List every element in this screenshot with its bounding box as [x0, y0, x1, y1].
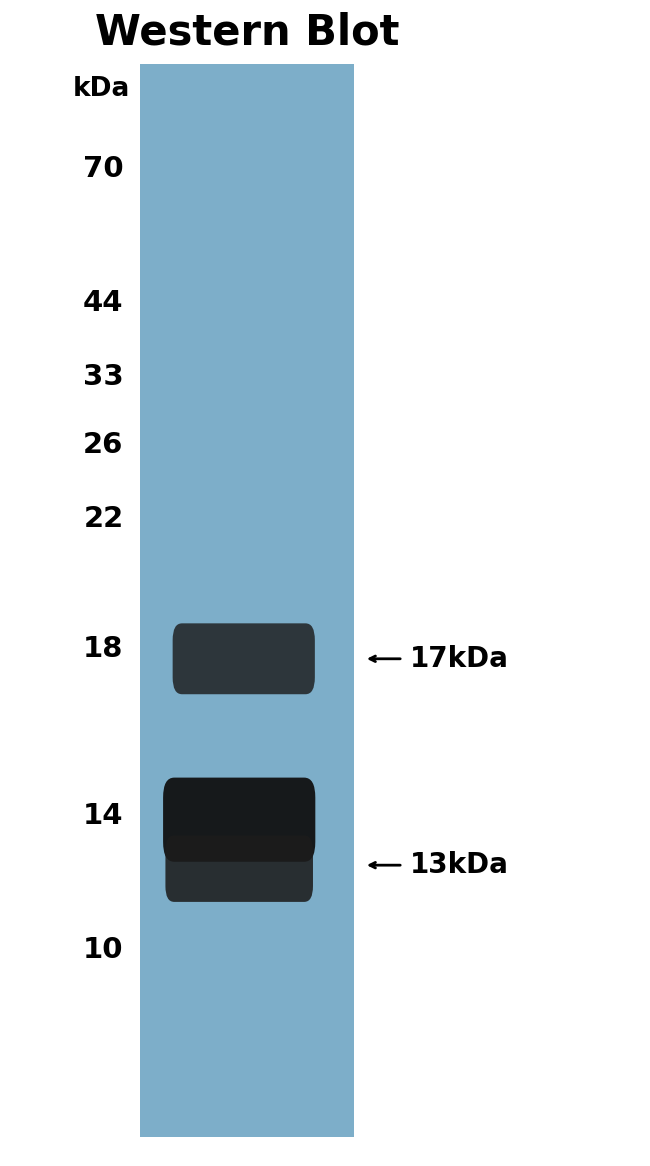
Text: 70: 70	[83, 155, 124, 183]
Text: Western Blot: Western Blot	[95, 12, 399, 54]
Text: kDa: kDa	[73, 76, 130, 101]
Text: 17kDa: 17kDa	[410, 645, 508, 673]
Text: 44: 44	[83, 289, 124, 317]
Text: 26: 26	[83, 431, 124, 459]
FancyBboxPatch shape	[165, 835, 313, 902]
Text: 10: 10	[83, 936, 124, 964]
Bar	[140, 64, 354, 1137]
Text: 18: 18	[83, 635, 124, 663]
FancyBboxPatch shape	[173, 624, 315, 694]
Text: 33: 33	[83, 363, 124, 391]
Text: 14: 14	[83, 802, 124, 830]
Text: 22: 22	[83, 505, 124, 533]
Text: 13kDa: 13kDa	[410, 851, 508, 879]
FancyBboxPatch shape	[163, 778, 315, 862]
